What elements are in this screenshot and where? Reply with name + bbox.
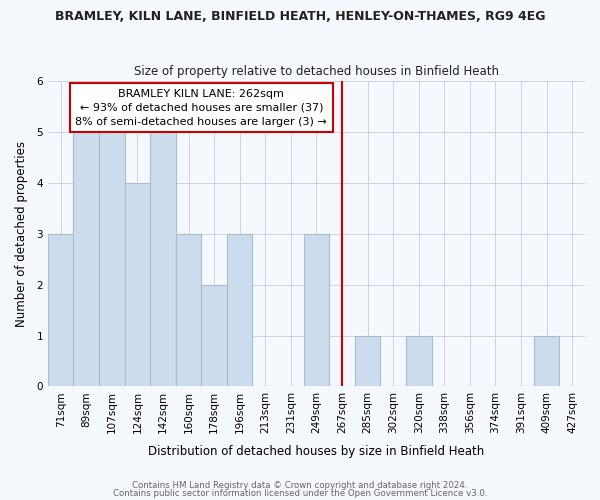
Bar (48, 234, 73, 386)
Bar (150, 132, 176, 386)
Bar (125, 183, 150, 386)
Bar (406, 336, 431, 386)
X-axis label: Distribution of detached houses by size in Binfield Heath: Distribution of detached houses by size … (148, 444, 485, 458)
Bar (73, 132, 99, 386)
Bar (201, 284, 227, 386)
Bar (99, 132, 125, 386)
Bar (355, 336, 380, 386)
Bar (304, 234, 329, 386)
Bar (534, 336, 559, 386)
Bar (176, 234, 201, 386)
Text: Contains HM Land Registry data © Crown copyright and database right 2024.: Contains HM Land Registry data © Crown c… (132, 481, 468, 490)
Y-axis label: Number of detached properties: Number of detached properties (15, 140, 28, 326)
Title: Size of property relative to detached houses in Binfield Heath: Size of property relative to detached ho… (134, 66, 499, 78)
Text: Contains public sector information licensed under the Open Government Licence v3: Contains public sector information licen… (113, 488, 487, 498)
Text: BRAMLEY KILN LANE: 262sqm
← 93% of detached houses are smaller (37)
8% of semi-d: BRAMLEY KILN LANE: 262sqm ← 93% of detac… (76, 88, 327, 126)
Bar (227, 234, 253, 386)
Text: BRAMLEY, KILN LANE, BINFIELD HEATH, HENLEY-ON-THAMES, RG9 4EG: BRAMLEY, KILN LANE, BINFIELD HEATH, HENL… (55, 10, 545, 23)
